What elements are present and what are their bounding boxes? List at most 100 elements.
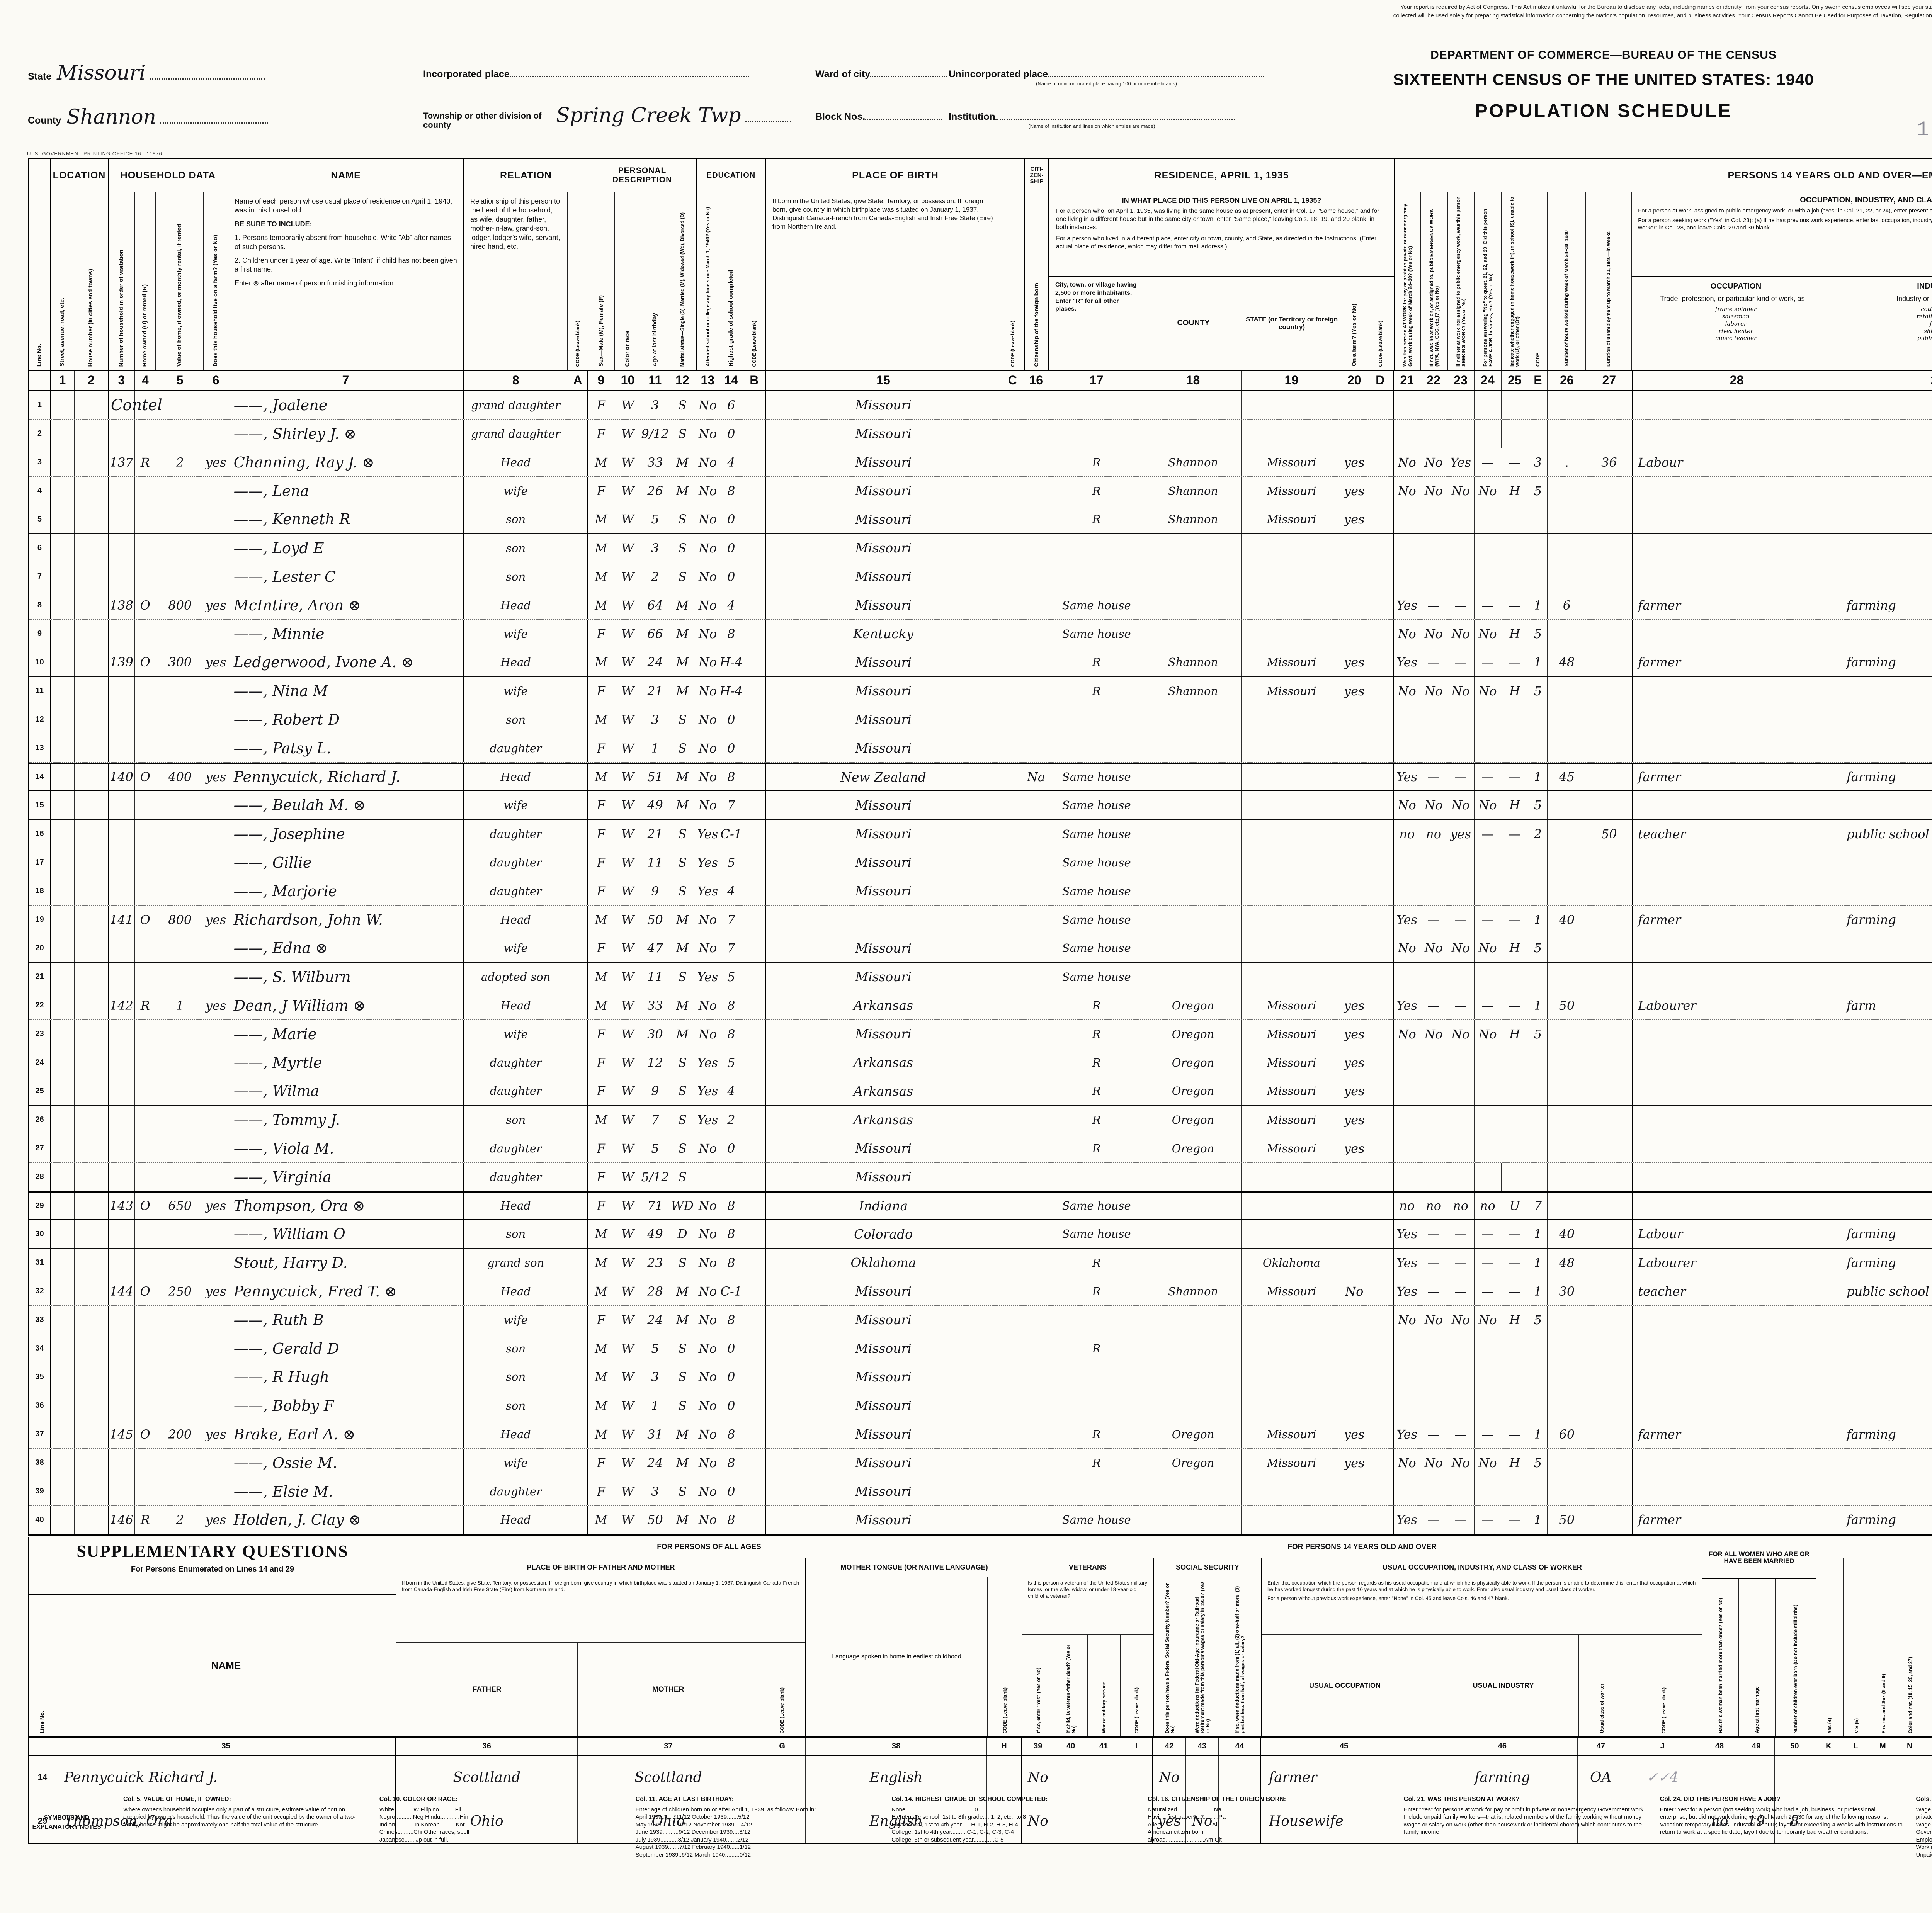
- cell-25-cD: [1367, 1077, 1394, 1105]
- cell-29-sex: F: [588, 1193, 615, 1219]
- cell-30-cit: [1024, 1220, 1049, 1248]
- cell-33-cA: [568, 1306, 588, 1334]
- cell-12-r20: [1342, 705, 1367, 734]
- cell-39-rel: daughter: [464, 1477, 568, 1505]
- township-value: Spring Creek Twp: [556, 104, 741, 127]
- cell-3-n: 3: [29, 448, 51, 476]
- usual-desc-1: Enter that occupation which the person r…: [1267, 1580, 1696, 1592]
- col23-header: If neither at work nor assigned to publi…: [1448, 192, 1475, 370]
- person-row-35: 35——, R HughsonMW3SNo0Missouri35: [29, 1363, 1932, 1391]
- cell-8-grd: 4: [719, 591, 743, 619]
- cell-12-val: [156, 705, 204, 734]
- cell-31-val: [156, 1249, 204, 1277]
- cell-39-cit: [1024, 1477, 1049, 1505]
- cell-12-e27: [1586, 705, 1633, 734]
- cell-11-e23: No: [1447, 677, 1475, 705]
- footnote-title: Cols. 30 and 47. CLASS OF WORKER:: [1916, 1796, 1932, 1803]
- cell-19-cD: [1367, 906, 1394, 934]
- sup-colnum-c46: 46: [1427, 1738, 1578, 1755]
- cell-16-hh: [109, 820, 135, 848]
- cell-30-r19: [1242, 1220, 1342, 1248]
- cell-8-race: W: [614, 591, 641, 619]
- cell-31-n: 31: [29, 1249, 51, 1277]
- cell-28-st: [51, 1163, 75, 1191]
- cell-30-e22: —: [1420, 1220, 1447, 1248]
- cell-32-occ: teacher: [1633, 1277, 1841, 1305]
- cell-36-rel: son: [464, 1391, 568, 1420]
- cell-40-val: 2: [156, 1506, 204, 1534]
- incorporated-place-label: Incorporated place: [423, 69, 510, 80]
- cell-40-cC: [1001, 1506, 1025, 1534]
- cell-35-e24: [1475, 1363, 1502, 1391]
- footnote-body: Enter age of children born on or after A…: [635, 1806, 816, 1858]
- cell-37-r19: Missouri: [1242, 1420, 1342, 1448]
- cell-14-age: 51: [641, 764, 669, 790]
- cell-20-e23: No: [1447, 934, 1475, 962]
- cell-28-age: 5/12: [641, 1163, 669, 1191]
- cell-9-cA: [568, 620, 588, 648]
- column-number-row: 1 2 3 4 5 6 7 8 A 9 10 11 12 13 14 B 15 C 16 17 18 19 20 D 21 22 2…: [29, 371, 1932, 391]
- cell-9-cC: [1001, 620, 1025, 648]
- place-of-birth-group: PLACE OF BIRTH If born in the United Sta…: [766, 159, 1025, 370]
- cell-39-age: 3: [641, 1477, 669, 1505]
- cell-17-cD: [1367, 848, 1394, 877]
- codeI-header: CODE (Leave blank): [1121, 1635, 1153, 1736]
- cell-11-r18: Shannon: [1145, 677, 1242, 705]
- cell-3-ind: [1841, 448, 1932, 476]
- cell-39-ind: [1841, 1477, 1932, 1505]
- cell-20-hh: [109, 934, 135, 962]
- cell-28-e24: [1475, 1163, 1502, 1191]
- cell-22-r18: Oregon: [1145, 991, 1242, 1019]
- cell-18-cD: [1367, 877, 1394, 905]
- cell-9-hn: [75, 620, 109, 648]
- gpo-imprint: U. S. GOVERNMENT PRINTING OFFICE 16—1187…: [27, 151, 162, 156]
- cell-10-e23: —: [1447, 648, 1475, 676]
- education-group: EDUCATION Attended school or college any…: [697, 159, 766, 370]
- cell-34-race: W: [614, 1334, 641, 1363]
- cell-23-cA: [568, 1020, 588, 1048]
- cell-13-cC: [1001, 734, 1025, 762]
- cell-27-race: W: [614, 1134, 641, 1162]
- cell-18-age: 9: [641, 877, 669, 905]
- cell-4-rel: wife: [464, 477, 568, 505]
- cell-11-eE: 5: [1528, 677, 1548, 705]
- cell-9-r19: [1242, 620, 1342, 648]
- sup-cell-29-name: Thompson, Ora: [56, 1799, 396, 1843]
- cell-15-mar: M: [669, 791, 696, 819]
- cell-31-grd: 8: [719, 1249, 743, 1277]
- cell-4-ten: [135, 477, 156, 505]
- cell-1-cC: [1001, 391, 1025, 419]
- cell-19-e21: Yes: [1394, 906, 1420, 934]
- cell-36-race: W: [614, 1391, 641, 1420]
- cell-12-occ: [1633, 705, 1841, 734]
- department-title: DEPARTMENT OF COMMERCE—BUREAU OF THE CEN…: [1430, 49, 1777, 61]
- cell-39-sch: No: [696, 1477, 719, 1505]
- cell-12-cD: [1367, 705, 1394, 734]
- cell-19-e23: —: [1447, 906, 1475, 934]
- colnum-cC: C: [1001, 371, 1025, 390]
- cell-31-cA: [568, 1249, 588, 1277]
- cell-23-pob: Missouri: [766, 1020, 1002, 1048]
- cell-39-e24: [1475, 1477, 1502, 1505]
- cell-10-e26: 48: [1548, 648, 1587, 676]
- cell-37-ten: O: [135, 1420, 156, 1448]
- cell-33-cit: [1024, 1306, 1049, 1334]
- cell-26-r19: Missouri: [1242, 1106, 1342, 1134]
- cell-13-farm: [204, 734, 228, 762]
- cell-1-e26: [1548, 391, 1587, 419]
- col2-label: House number (in cities and towns): [87, 268, 94, 367]
- cell-31-st: [51, 1249, 75, 1277]
- cell-25-e27: [1586, 1077, 1633, 1105]
- cell-40-mar: M: [669, 1506, 696, 1534]
- cell-31-cC: [1001, 1249, 1025, 1277]
- cell-32-n: 32: [29, 1277, 51, 1305]
- cell-9-val: [156, 620, 204, 648]
- cell-29-e27: [1586, 1193, 1633, 1219]
- cell-30-grd: 8: [719, 1220, 743, 1248]
- sup-colnum-k: K: [1815, 1738, 1842, 1755]
- cell-32-pob: Missouri: [766, 1277, 1002, 1305]
- cell-16-ten: [135, 820, 156, 848]
- cell-29-name: Thompson, Ora ⊗: [228, 1193, 464, 1219]
- cell-26-e27: [1586, 1106, 1633, 1134]
- cell-23-grd: 8: [719, 1020, 743, 1048]
